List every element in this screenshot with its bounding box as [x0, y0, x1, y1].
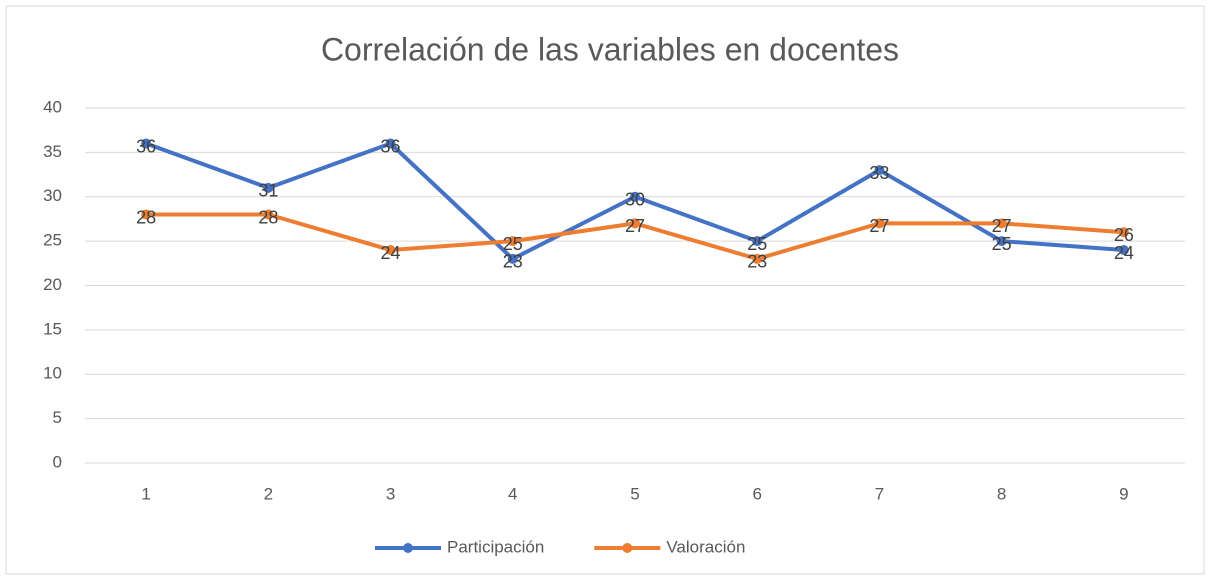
x-tick-label: 6	[752, 484, 761, 503]
data-label: 28	[136, 207, 156, 227]
y-tick-label: 25	[43, 231, 62, 250]
x-tick-label: 1	[141, 484, 150, 503]
marker	[263, 182, 274, 193]
data-label: 27	[625, 216, 645, 236]
marker	[263, 209, 274, 220]
marker	[996, 218, 1007, 229]
marker	[507, 236, 518, 247]
data-label: 36	[381, 136, 401, 156]
y-tick-label: 35	[43, 142, 62, 161]
data-label: 31	[258, 181, 278, 201]
legend-label: Participación	[447, 537, 544, 556]
x-tick-label: 4	[508, 484, 517, 503]
marker	[141, 209, 152, 220]
marker	[996, 236, 1007, 247]
data-label: 27	[992, 216, 1012, 236]
y-tick-label: 10	[43, 364, 62, 383]
y-tick-label: 40	[43, 97, 62, 116]
x-tick-label: 9	[1119, 484, 1128, 503]
data-label: 26	[1114, 225, 1134, 245]
marker	[630, 218, 640, 229]
chart-border	[5, 5, 1205, 575]
chart-title: Correlación de las variables en docentes	[321, 31, 899, 67]
y-tick-label: 5	[53, 408, 62, 427]
marker	[141, 138, 152, 149]
y-tick-label: 15	[43, 319, 62, 338]
data-label: 25	[503, 234, 523, 254]
marker	[385, 245, 396, 255]
marker	[1118, 227, 1129, 238]
x-tick-label: 3	[386, 484, 395, 503]
data-label: 23	[503, 252, 523, 272]
x-tick-label: 8	[997, 484, 1006, 503]
data-label: 36	[136, 136, 156, 156]
data-label: 27	[869, 216, 889, 236]
y-tick-label: 30	[43, 186, 62, 205]
data-label: 33	[869, 163, 889, 183]
marker	[507, 253, 518, 264]
marker	[752, 253, 763, 264]
data-label: 25	[992, 234, 1012, 254]
x-tick-label: 7	[875, 484, 884, 503]
marker	[385, 138, 396, 149]
marker	[630, 191, 640, 202]
legend-label: Valoración	[666, 537, 745, 556]
marker	[874, 165, 885, 176]
data-label: 25	[747, 234, 767, 254]
y-tick-label: 0	[53, 452, 62, 471]
x-tick-label: 2	[264, 484, 273, 503]
x-tick-label: 5	[630, 484, 639, 503]
legend-marker	[622, 543, 633, 553]
data-label: 28	[258, 207, 278, 227]
marker	[874, 218, 885, 229]
marker	[752, 236, 763, 247]
data-label: 23	[747, 252, 767, 272]
data-label: 24	[1114, 243, 1134, 263]
data-label: 30	[625, 190, 645, 210]
legend-marker	[403, 543, 413, 553]
y-tick-label: 20	[43, 275, 62, 294]
marker	[1118, 245, 1129, 255]
data-label: 24	[381, 243, 401, 263]
